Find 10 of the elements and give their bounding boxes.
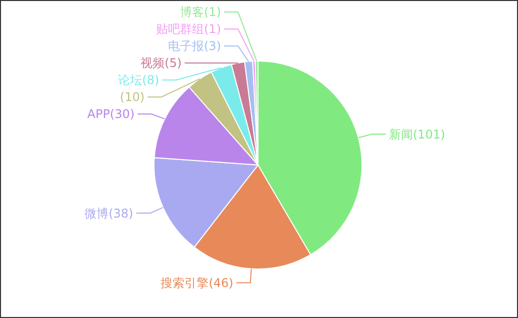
slice-label: 博客(1) (180, 5, 221, 20)
slice-label: 贴吧群组(1) (156, 22, 221, 36)
slice-label: 视频(5) (140, 56, 182, 70)
slice-label: 微博(38) (84, 206, 134, 220)
slice-label: 新闻(101) (388, 127, 446, 142)
slice-label: APP(30) (87, 107, 135, 122)
slice-label: 论坛(8) (118, 73, 160, 88)
slice-label: 搜索引擎(46) (160, 276, 234, 290)
data-label: (10) (120, 90, 145, 104)
slice-label: 电子报(3) (168, 39, 221, 54)
